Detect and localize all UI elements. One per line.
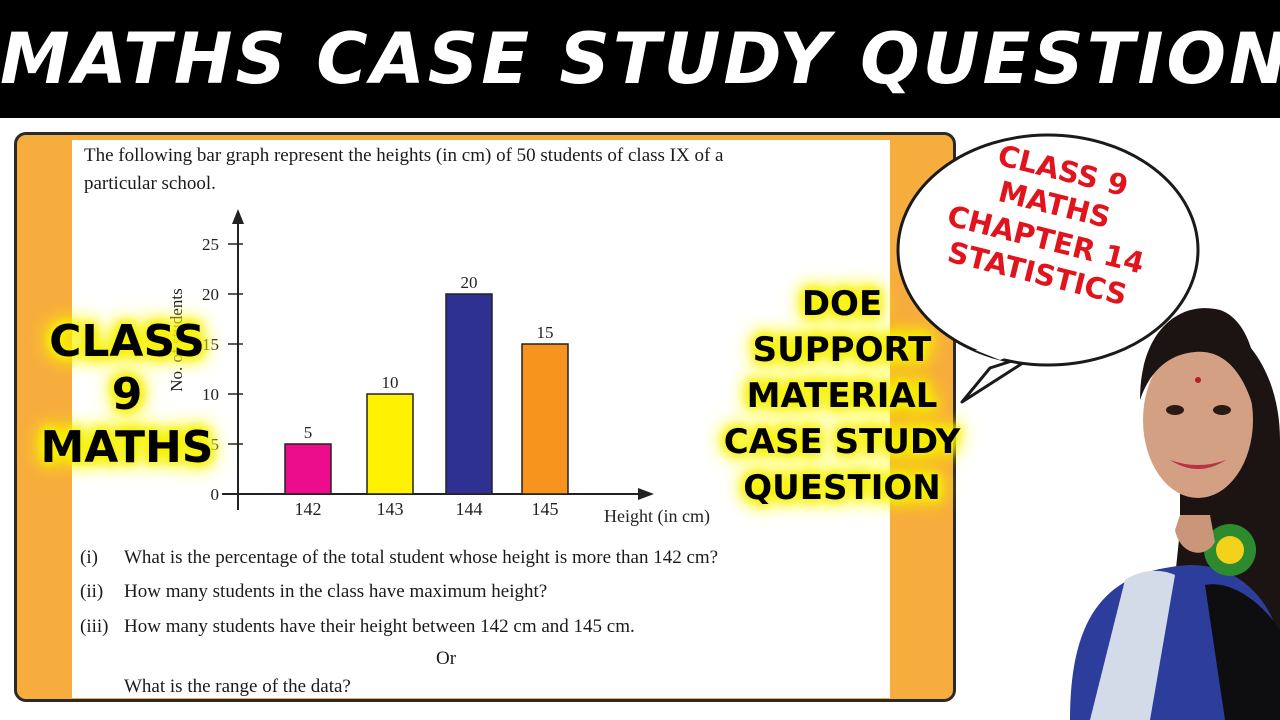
question-2-number: (ii): [80, 581, 104, 602]
bar-data-label: 10: [382, 373, 399, 392]
x-axis-arrow: [638, 488, 654, 500]
bar: [521, 343, 569, 495]
bar: [445, 293, 493, 495]
bar-data-label: 20: [461, 273, 478, 292]
badge-line: QUESTION: [743, 467, 941, 508]
title-banner: MATHS CASE STUDY QUESTION: [0, 0, 1280, 118]
last-question-text: What is the range of the data?: [124, 676, 351, 697]
x-tick-label: 142: [295, 499, 322, 519]
bar: [366, 393, 414, 495]
x-tick-label: 144: [456, 499, 483, 519]
question-1-number: (i): [80, 547, 98, 568]
y-axis-label: No. of students: [167, 288, 186, 391]
bar: [284, 443, 332, 495]
x-axis-label: Height (in cm): [604, 506, 710, 527]
badge-line: CLASS: [49, 316, 205, 367]
y-tick-label: 10: [202, 385, 219, 404]
question-3-text: How many students have their height betw…: [124, 616, 635, 637]
bar-chart: 0 5 10 15 20 25 No. of students 5 142 10 143 20 144 1…: [167, 209, 710, 527]
y-axis-arrow: [232, 209, 244, 224]
intro-line-2: particular school.: [84, 173, 216, 194]
y-tick-label: 25: [202, 235, 219, 254]
class-9-maths-badge: CLASS 9 MATHS: [22, 316, 232, 474]
y-tick-label: 15: [202, 335, 219, 354]
doe-support-badge: DOE SUPPORT MATERIAL CASE STUDY QUESTION: [706, 282, 978, 511]
bar-data-label: 5: [304, 423, 313, 442]
or-text: Or: [436, 648, 457, 669]
badge-line: CASE STUDY: [723, 421, 961, 462]
y-tick-label: 5: [211, 435, 220, 454]
badge-line: SUPPORT: [752, 329, 932, 370]
badge-line: MATHS: [40, 421, 214, 473]
question-3-number: (iii): [80, 616, 109, 637]
presenter-photo: [1070, 308, 1280, 720]
badge-line: MATERIAL: [746, 375, 938, 416]
banner-title: MATHS CASE STUDY QUESTION: [0, 18, 1280, 100]
intro-line-1: The following bar graph represent the he…: [84, 145, 724, 166]
x-tick-label: 145: [532, 499, 559, 519]
x-tick-label: 143: [377, 499, 404, 519]
badge-line: DOE: [801, 284, 883, 324]
y-tick-label: 20: [202, 285, 219, 304]
bar-data-label: 15: [537, 323, 554, 342]
y-tick-label: 0: [211, 485, 220, 504]
question-2-text: How many students in the class have maxi…: [124, 581, 548, 602]
badge-line: 9: [111, 368, 143, 420]
question-1-text: What is the percentage of the total stud…: [124, 547, 719, 568]
